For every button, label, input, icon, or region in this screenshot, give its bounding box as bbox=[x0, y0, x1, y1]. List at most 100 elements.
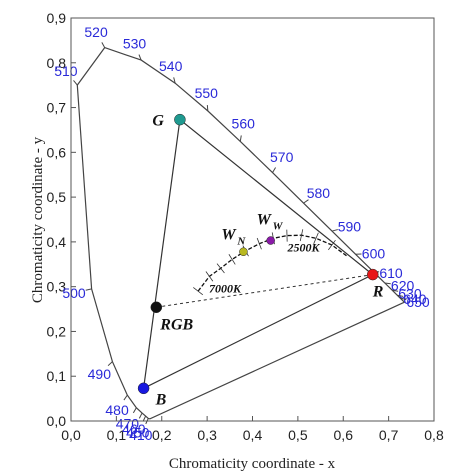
y-tick-label: 0,4 bbox=[47, 234, 67, 250]
y-axis-label: Chromaticity coordinate - y bbox=[30, 136, 46, 303]
y-tick-label: 0,7 bbox=[47, 100, 67, 116]
wavelength-label: 620 bbox=[391, 277, 415, 293]
y-tick-label: 0,9 bbox=[47, 10, 67, 26]
wavelength-tick bbox=[400, 297, 407, 301]
wavelength-label: 610 bbox=[379, 265, 403, 281]
wavelength-tick bbox=[206, 104, 209, 112]
wavelength-label: 570 bbox=[270, 149, 294, 165]
y-tick-label: 0,6 bbox=[47, 144, 67, 160]
point-label: B bbox=[155, 391, 167, 408]
spectral-locus-curve bbox=[76, 46, 406, 420]
x-tick-label: 0,6 bbox=[334, 427, 354, 443]
rgb-gamut-triangle bbox=[142, 118, 374, 390]
x-tick-label: 0,5 bbox=[288, 427, 308, 443]
y-tick-label: 0,0 bbox=[47, 413, 67, 429]
wavelength-label: 630 bbox=[398, 285, 422, 301]
wavelength-label: 490 bbox=[88, 366, 112, 382]
point-label: RGB bbox=[159, 316, 193, 333]
point-label-subscript: W bbox=[273, 221, 284, 233]
wavelength-tick bbox=[85, 288, 92, 291]
point-w-w bbox=[266, 236, 275, 245]
plot-frame bbox=[70, 17, 435, 422]
x-tick-label: 0,3 bbox=[197, 427, 217, 443]
cct-label: 7000K bbox=[209, 281, 242, 295]
y-tick-label: 0,8 bbox=[47, 55, 67, 71]
wavelength-label: 540 bbox=[159, 58, 183, 74]
wavelength-label: 460 bbox=[122, 421, 146, 437]
x-tick-label: 0,0 bbox=[61, 427, 81, 443]
wavelength-label: 600 bbox=[362, 245, 386, 261]
isotemperature-line bbox=[299, 229, 304, 242]
data-points bbox=[137, 113, 379, 395]
wavelength-label: 550 bbox=[195, 85, 219, 101]
wavelength-label: 510 bbox=[54, 63, 78, 79]
x-tick-label: 0,8 bbox=[424, 427, 444, 443]
point-label-subscript: N bbox=[236, 236, 246, 248]
point-w-n bbox=[239, 247, 248, 256]
x-tick-label: 0,7 bbox=[379, 427, 399, 443]
isotemperature-line bbox=[228, 254, 236, 265]
wavelength-tick bbox=[272, 167, 277, 173]
isotemperature-line bbox=[216, 263, 225, 274]
planckian-locus-curve bbox=[197, 234, 349, 292]
cct-label: 2500K bbox=[286, 241, 320, 255]
point-label: W bbox=[221, 227, 237, 244]
wavelength-label: 640 bbox=[403, 291, 427, 307]
x-tick-label: 0,1 bbox=[107, 427, 127, 443]
y-tick-labels: 0,0 0,1 0,2 0,3 0,4 0,5 0,6 0,7 0,8 0,9 bbox=[47, 10, 67, 429]
x-tick-label: 0,4 bbox=[243, 427, 263, 443]
wavelength-label: 530 bbox=[123, 35, 147, 51]
wavelength-tick bbox=[303, 199, 309, 204]
point-g bbox=[174, 113, 186, 126]
wavelength-label: 500 bbox=[62, 285, 86, 301]
wavelength-tick bbox=[173, 77, 176, 84]
axis-ticks bbox=[70, 17, 435, 422]
point-b bbox=[137, 382, 150, 395]
point-rgb bbox=[150, 301, 163, 314]
x-tick-label: 0,2 bbox=[152, 427, 172, 443]
y-tick-label: 0,5 bbox=[47, 189, 67, 205]
wavelength-label: 580 bbox=[307, 185, 331, 201]
wavelength-label: 520 bbox=[84, 24, 108, 40]
wavelength-tick bbox=[138, 412, 143, 419]
wavelength-tick bbox=[107, 361, 113, 367]
isotemperature-line bbox=[256, 237, 262, 250]
x-tick-labels: 0,0 0,1 0,2 0,3 0,4 0,5 0,6 0,7 0,8 bbox=[61, 427, 444, 443]
point-r bbox=[366, 268, 379, 281]
y-tick-label: 0,2 bbox=[47, 323, 67, 339]
isotemperature-line bbox=[205, 271, 214, 282]
wavelength-label: 480 bbox=[105, 402, 129, 418]
wavelength-tick bbox=[331, 229, 338, 232]
wavelength-tick bbox=[392, 289, 399, 292]
wavelength-label: 590 bbox=[338, 219, 362, 235]
y-tick-label: 0,1 bbox=[47, 368, 67, 384]
wavelength-tick bbox=[101, 42, 106, 48]
wavelength-label: 450 bbox=[126, 424, 150, 440]
point-label: G bbox=[152, 113, 164, 130]
wavelength-label: 470 bbox=[116, 415, 140, 431]
planckian-locus bbox=[193, 229, 349, 296]
cct-labels: 2500K 7000K bbox=[209, 241, 320, 296]
x-axis-label: Chromaticity coordinate - x bbox=[169, 456, 336, 472]
wavelength-label: 560 bbox=[232, 116, 256, 132]
wavelength-label: 650 bbox=[406, 294, 430, 310]
wavelength-label: 410 bbox=[129, 427, 153, 443]
gamut-triangle-edges bbox=[142, 118, 374, 390]
spectral-locus bbox=[76, 46, 406, 420]
wavelength-tick bbox=[132, 407, 137, 414]
point-label: W bbox=[257, 212, 273, 229]
y-tick-label: 0,3 bbox=[47, 279, 67, 295]
wavelength-tick bbox=[384, 282, 391, 285]
wavelength-tick bbox=[123, 394, 128, 401]
point-label: R bbox=[372, 284, 384, 301]
isotemperature-line bbox=[193, 287, 204, 296]
wavelength-tick bbox=[138, 54, 142, 61]
wavelength-tick bbox=[73, 80, 78, 86]
isotemperature-line bbox=[313, 232, 319, 244]
rgb-to-red-line bbox=[156, 274, 373, 308]
wavelength-tick bbox=[397, 294, 404, 297]
wavelength-tick bbox=[239, 135, 242, 142]
